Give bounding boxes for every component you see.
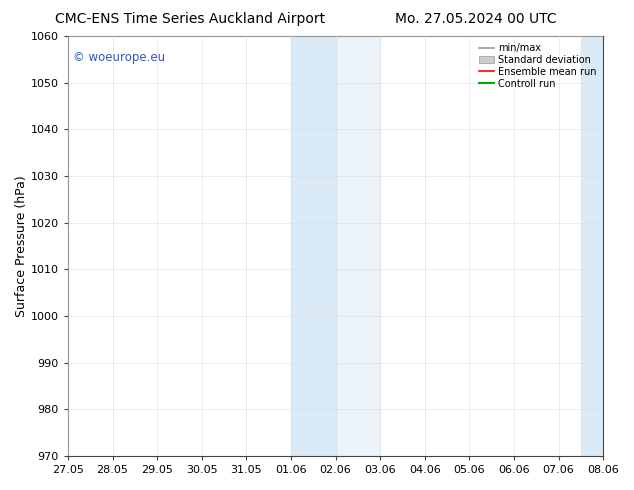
- Text: © woeurope.eu: © woeurope.eu: [74, 51, 165, 64]
- Text: CMC-ENS Time Series Auckland Airport: CMC-ENS Time Series Auckland Airport: [55, 12, 325, 26]
- Text: Mo. 27.05.2024 00 UTC: Mo. 27.05.2024 00 UTC: [395, 12, 556, 26]
- Bar: [335, 36, 380, 456]
- Legend: min/max, Standard deviation, Ensemble mean run, Controll run: min/max, Standard deviation, Ensemble me…: [477, 41, 598, 91]
- Bar: [581, 36, 603, 456]
- Bar: [291, 36, 335, 456]
- Y-axis label: Surface Pressure (hPa): Surface Pressure (hPa): [15, 175, 28, 317]
